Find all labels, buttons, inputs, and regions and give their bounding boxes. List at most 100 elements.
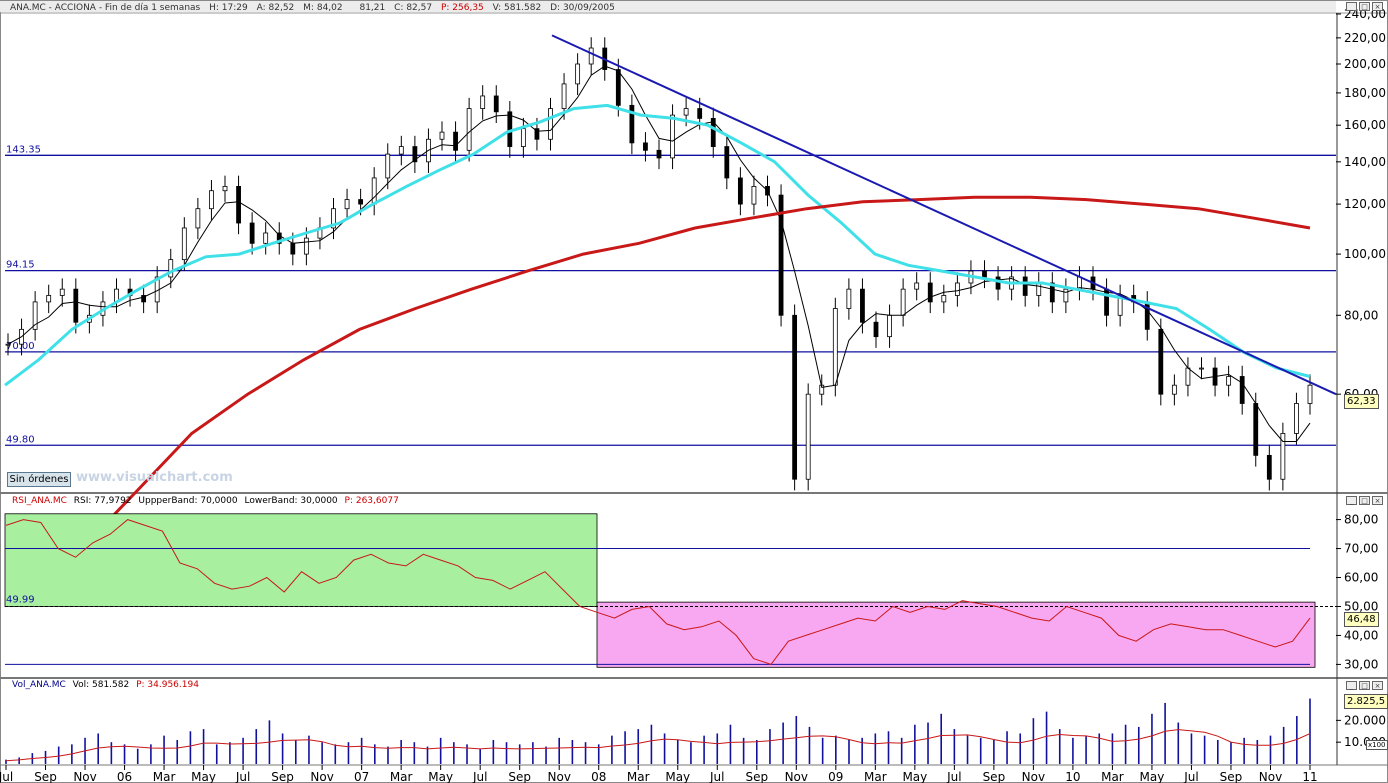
candle-body xyxy=(1226,376,1232,386)
rsi-tick-label: 30,00 xyxy=(1344,657,1378,671)
volume-average-line xyxy=(5,729,1311,762)
candle-body xyxy=(982,270,987,278)
price-minimize-button[interactable]: _ xyxy=(1346,2,1357,11)
time-axis-label: 09 xyxy=(828,770,843,783)
time-axis-label: Sep xyxy=(983,770,1006,783)
candle-body xyxy=(846,288,852,309)
rsi-close-button[interactable]: × xyxy=(1372,496,1383,505)
candle-body xyxy=(724,146,730,179)
vol-last-value: 2.825,5 xyxy=(1344,694,1388,709)
candle-body xyxy=(778,194,784,316)
watermark: www.visualchart.com xyxy=(76,470,233,485)
candle-body xyxy=(588,47,594,65)
price-header-bg xyxy=(0,1,1336,12)
candle-body xyxy=(629,104,635,144)
candle-body xyxy=(453,131,458,151)
time-axis-label: Nov xyxy=(548,770,571,783)
vol-close-button[interactable]: × xyxy=(1372,681,1383,690)
time-axis-label: May xyxy=(428,770,453,783)
sin-ordenes-button[interactable]: Sin órdenes xyxy=(7,472,71,487)
candle-body xyxy=(710,118,716,147)
candle-body xyxy=(398,146,404,155)
candle-body xyxy=(737,177,743,205)
candle-body xyxy=(534,128,540,140)
candle-body xyxy=(493,95,499,113)
rsi-line xyxy=(5,519,1311,665)
rsi-last-value: 46,48 xyxy=(1344,612,1379,627)
candle-body xyxy=(195,208,201,229)
time-axis-label: Jul xyxy=(946,770,961,783)
candle-body xyxy=(1036,282,1042,296)
symbol-label: ANA.MC - ACCIONA - Fin de día 1 semanas xyxy=(10,3,201,13)
candle-body xyxy=(73,288,79,323)
time-axis-label: Nov xyxy=(1022,770,1045,783)
candle-body xyxy=(751,185,757,205)
vol-scale-label: x100 xyxy=(1366,740,1388,750)
price-close-button[interactable]: × xyxy=(1372,2,1383,11)
candle-body xyxy=(873,321,879,338)
time-axis-label: Mar xyxy=(1101,770,1124,783)
candle-body xyxy=(643,142,648,151)
candle-body xyxy=(900,288,906,316)
candle-body xyxy=(792,314,798,480)
time-axis-label: Mar xyxy=(153,770,176,783)
rsi-tick-label: 70,00 xyxy=(1344,542,1378,556)
candle-body xyxy=(1307,384,1313,404)
candle-body xyxy=(1144,301,1150,330)
vol-minimize-button[interactable]: _ xyxy=(1346,681,1357,690)
candle-body xyxy=(1294,403,1299,434)
candle-body xyxy=(656,149,662,159)
candle-body xyxy=(209,190,214,210)
candle-body xyxy=(5,343,11,346)
candle-body xyxy=(59,288,65,296)
candle-body xyxy=(914,282,920,290)
price-header: ANA.MC - ACCIONA - Fin de día 1 semanas … xyxy=(10,3,615,13)
time-axis-label: 11 xyxy=(1302,770,1317,783)
rsi-maximize-button[interactable]: □ xyxy=(1359,496,1370,505)
candle-body xyxy=(1063,288,1069,303)
time-axis-label: Nov xyxy=(1259,770,1282,783)
price-tick-label: 140,00 xyxy=(1344,155,1386,169)
candle-body xyxy=(954,282,960,296)
candle-body xyxy=(941,295,947,303)
time-axis-label: Sep xyxy=(745,770,768,783)
price-tick-label: 100,00 xyxy=(1344,247,1386,261)
price-last-value: 62,33 xyxy=(1344,394,1379,409)
time-axis-label: Jul xyxy=(1183,770,1198,783)
candle-body xyxy=(683,108,689,116)
sma-long-line xyxy=(78,195,1311,552)
vol-maximize-button[interactable]: □ xyxy=(1359,681,1370,690)
candle-body xyxy=(995,276,1001,290)
candle-body xyxy=(887,314,892,338)
candle-body xyxy=(1280,433,1286,480)
candle-body xyxy=(249,222,255,244)
candle-body xyxy=(141,295,147,303)
price-tick-label: 180,00 xyxy=(1344,86,1386,100)
candle-body xyxy=(439,131,445,140)
candle-body xyxy=(385,153,391,179)
time-axis-label: Jul xyxy=(472,770,487,783)
candle-body xyxy=(222,185,228,192)
rsi-tick-label: 80,00 xyxy=(1344,513,1378,527)
candle-body xyxy=(615,69,621,106)
vol-tick-label: 20.000 xyxy=(1344,713,1386,727)
candle-body xyxy=(358,199,364,205)
candle-body xyxy=(670,114,675,159)
price-tick-label: 120,00 xyxy=(1344,197,1386,211)
time-axis-label: Nov xyxy=(785,770,808,783)
candle-body xyxy=(236,185,241,224)
candle-body xyxy=(276,232,282,244)
candle-body xyxy=(344,199,350,210)
candle-body xyxy=(1239,376,1245,404)
support-level-label: 49.80 xyxy=(6,434,35,445)
time-axis-label: Sep xyxy=(508,770,531,783)
time-axis-label: Sep xyxy=(271,770,294,783)
rsi-minimize-button[interactable]: _ xyxy=(1346,496,1357,505)
time-axis-label: Jul xyxy=(0,770,13,783)
support-level-label: 94.15 xyxy=(6,260,35,271)
price-maximize-button[interactable]: □ xyxy=(1359,2,1370,11)
price-tick-label: 160,00 xyxy=(1344,118,1386,132)
time-axis-label: May xyxy=(902,770,927,783)
support-level-label: 143.35 xyxy=(6,144,41,155)
candle-body xyxy=(1104,288,1109,316)
